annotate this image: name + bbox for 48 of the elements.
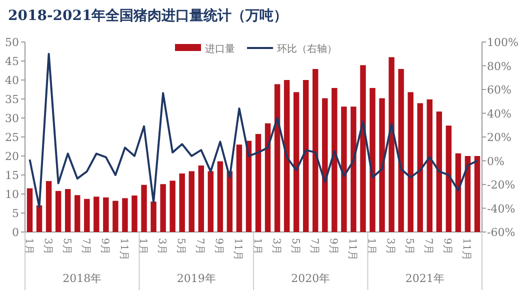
y2-tick-label: 0% bbox=[487, 154, 504, 168]
x-tick-label: 3月 bbox=[156, 238, 168, 254]
y2-tick-label: -20% bbox=[487, 178, 516, 192]
x-tick-label: 11月 bbox=[118, 238, 129, 261]
x-tick-label: 5月 bbox=[175, 238, 186, 254]
x-tick-label: 3月 bbox=[270, 238, 282, 254]
y2-tick-label: 60% bbox=[487, 84, 512, 96]
y-tick-label: 25 bbox=[5, 131, 19, 144]
y-tick-label: 30 bbox=[5, 112, 19, 125]
x-tick-label: 5月 bbox=[289, 238, 300, 254]
y-tick-label: 10 bbox=[5, 188, 19, 201]
x-tick-label: 7月 bbox=[422, 238, 434, 254]
y-tick-label: 35 bbox=[5, 93, 19, 106]
line-series bbox=[28, 52, 478, 208]
x-tick-label: 3月 bbox=[42, 238, 53, 254]
y-tick-label: 15 bbox=[5, 169, 19, 182]
legend-label: 进口量 bbox=[205, 43, 235, 55]
x-tick-label: 7月 bbox=[308, 238, 320, 254]
x-tick-label: 11月 bbox=[346, 238, 358, 261]
x-tick-label: 11月 bbox=[460, 238, 472, 261]
x-tick-label: 3月 bbox=[384, 238, 396, 254]
x-tick-label: 9月 bbox=[442, 238, 453, 254]
x-tick-label: 9月 bbox=[98, 238, 110, 254]
text: 2019年 bbox=[176, 272, 216, 285]
x-tick-label: 5月 bbox=[404, 238, 415, 254]
y-tick-label: 5 bbox=[12, 207, 19, 220]
text: 2020年 bbox=[291, 272, 330, 285]
y2-tick-label: 40% bbox=[487, 107, 512, 120]
y2-tick-label: 20% bbox=[487, 131, 512, 144]
y-tick-label: 0 bbox=[12, 226, 19, 239]
y-tick-label: 20 bbox=[5, 150, 19, 163]
y2-tick-label: -60% bbox=[487, 226, 516, 239]
y-tick-label: 40 bbox=[5, 74, 19, 87]
y2-tick-label: 100% bbox=[487, 36, 518, 49]
text: 2021年 bbox=[405, 272, 444, 285]
x-tick-label: 5月 bbox=[60, 238, 72, 254]
y-tick-label: 50 bbox=[5, 36, 19, 49]
x-tick-label: 9月 bbox=[213, 238, 224, 254]
x-tick-label: 11月 bbox=[232, 238, 244, 261]
x-tick-label: 7月 bbox=[80, 238, 91, 254]
y2-tick-label: 80% bbox=[487, 60, 512, 73]
y2-tick-label: -40% bbox=[487, 202, 516, 216]
x-tick-label: 7月 bbox=[194, 238, 206, 254]
x-tick-label: 9月 bbox=[327, 238, 338, 254]
title: 2018-2021年全国猪肉进口量统计（万吨） bbox=[8, 8, 288, 24]
text: 2018年 bbox=[62, 272, 102, 285]
legend-label: 环比（右轴） bbox=[277, 43, 337, 55]
y-tick-label: 45 bbox=[5, 55, 19, 68]
